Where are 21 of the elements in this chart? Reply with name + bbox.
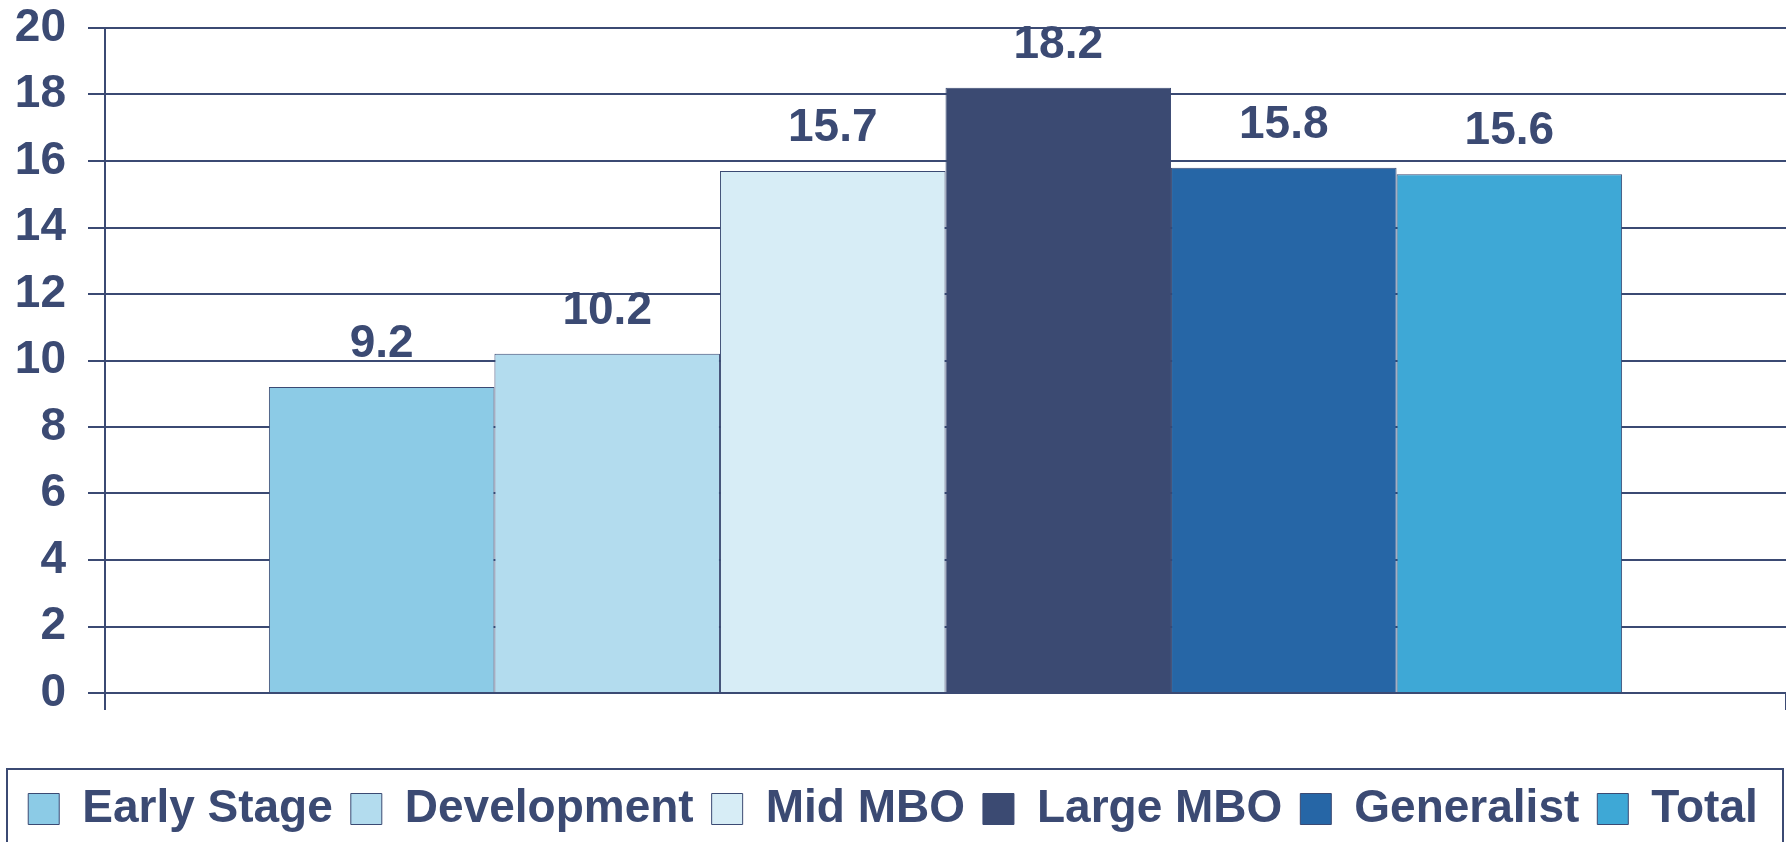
legend-label: Large MBO: [1036, 779, 1283, 832]
y-tick-label: 2: [40, 597, 66, 650]
y-tick-label: 16: [14, 131, 66, 184]
data-label: 9.2: [349, 315, 414, 368]
y-tick-label: 4: [40, 530, 67, 583]
y-tick-label: 12: [14, 264, 66, 317]
y-tick-label: 14: [14, 198, 67, 251]
y-tick-label: 10: [14, 331, 66, 384]
legend-label: Early Stage: [82, 779, 333, 832]
legend-label: Total: [1651, 779, 1758, 832]
legend-label: Generalist: [1354, 779, 1580, 832]
y-tick-label: 6: [40, 464, 66, 517]
data-label: 15.8: [1239, 95, 1329, 148]
y-tick-label: 18: [14, 65, 66, 118]
y-tick-label: 8: [40, 397, 66, 450]
legend-label: Development: [404, 779, 694, 832]
data-label: 15.6: [1464, 102, 1555, 155]
y-tick-label: 0: [40, 663, 66, 716]
y-tick-label: 20: [14, 0, 66, 51]
legend-label: Mid MBO: [765, 779, 965, 832]
data-label: 15.7: [787, 98, 878, 151]
